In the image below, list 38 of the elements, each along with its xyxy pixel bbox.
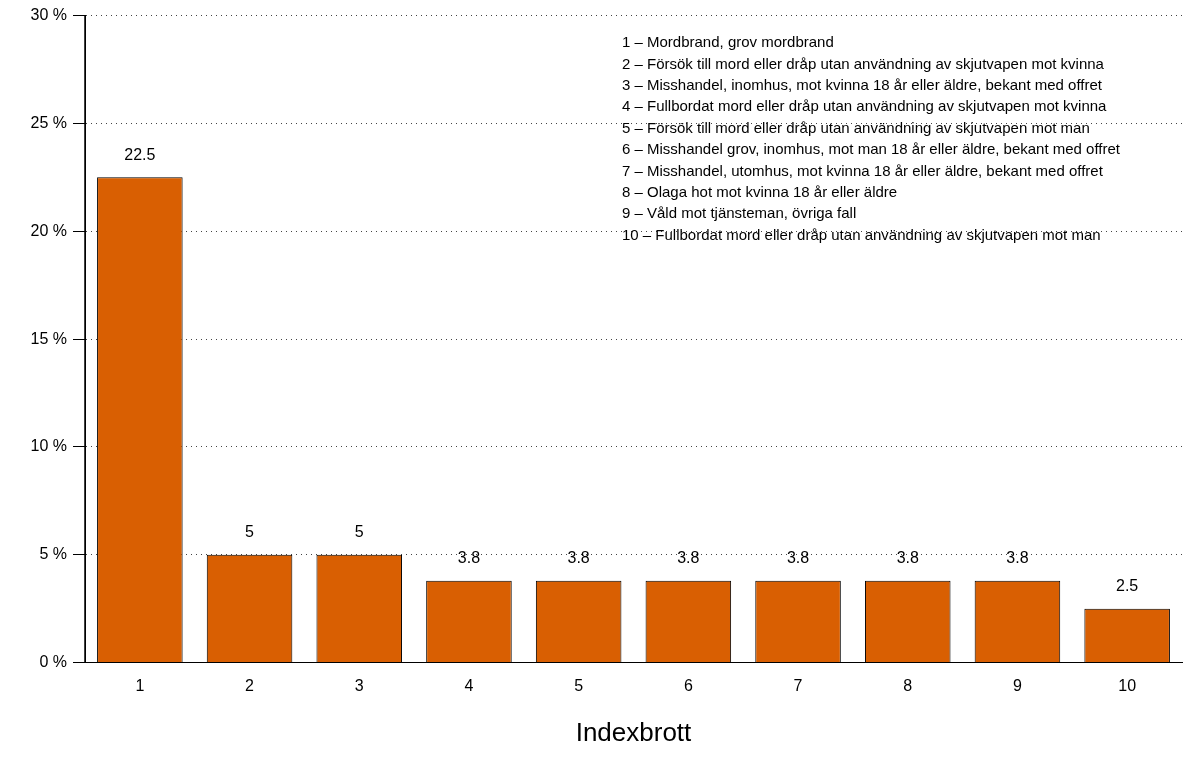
data-label: 5 xyxy=(354,523,364,541)
y-tick-label: 20 % xyxy=(30,221,67,239)
data-label: 3.8 xyxy=(1006,549,1029,567)
annotation: 8 – Olaga hot mot kvinna 18 år eller äldre xyxy=(622,182,898,200)
x-tick-label: 4 xyxy=(464,676,474,694)
annotation: 6 – Misshandel grov, inomhus, mot man 18 år eller äldre, bekant med offret xyxy=(622,140,1121,158)
data-label: 3.8 xyxy=(567,549,590,567)
data-label: 2.5 xyxy=(1116,577,1139,595)
data-label: 3.8 xyxy=(457,549,481,567)
annotation: 1 – Mordbrand, grov mordbrand xyxy=(622,33,834,51)
y-tick-label: 25 % xyxy=(30,113,67,131)
data-label: 5 xyxy=(245,523,255,541)
annotation: 5 – Försök till mord eller dråp utan användning av skjutvapen mot man xyxy=(622,118,1090,136)
x-tick-label: 8 xyxy=(903,676,913,694)
annotation: 4 – Fullbordat mord eller dråp utan användning av skjutvapen mot kvinna xyxy=(622,97,1108,115)
annotation: 2 – Försök till mord eller dråp utan användning av skjutvapen mot kvinna xyxy=(622,54,1105,72)
x-tick-label: 5 xyxy=(574,676,584,694)
x-tick-label: 7 xyxy=(793,676,803,694)
x-axis-title: Indexbrott xyxy=(575,716,693,747)
annotation: 9 – Våld mot tjänsteman, övriga fall xyxy=(622,204,857,222)
y-tick-label: 5 % xyxy=(39,545,67,563)
y-tick-label: 30 % xyxy=(30,6,67,24)
annotation: 7 – Misshandel, utomhus, mot kvinna 18 år eller äldre, bekant med offret xyxy=(622,161,1104,179)
y-tick-label: 10 % xyxy=(30,437,67,455)
x-tick-label: 3 xyxy=(354,676,364,694)
data-label: 3.8 xyxy=(677,549,700,567)
annotation: 3 – Misshandel, inomhus, mot kvinna 18 år eller äldre, bekant med offret xyxy=(622,75,1103,93)
x-tick-label: 10 xyxy=(1118,676,1137,694)
data-label: 3.8 xyxy=(786,549,810,567)
data-label: 22.5 xyxy=(124,145,156,163)
x-tick-label: 2 xyxy=(245,676,255,694)
x-tick-label: 1 xyxy=(135,676,145,694)
x-tick-label: 6 xyxy=(683,676,693,694)
annotation: 10 – Fullbordat mord eller dråp utan användning av skjutvapen mot man xyxy=(622,225,1101,243)
x-tick-label: 9 xyxy=(1013,676,1022,694)
y-tick-label: 0 % xyxy=(39,653,67,671)
data-label: 3.8 xyxy=(896,549,919,567)
y-tick-label: 15 % xyxy=(30,329,67,347)
